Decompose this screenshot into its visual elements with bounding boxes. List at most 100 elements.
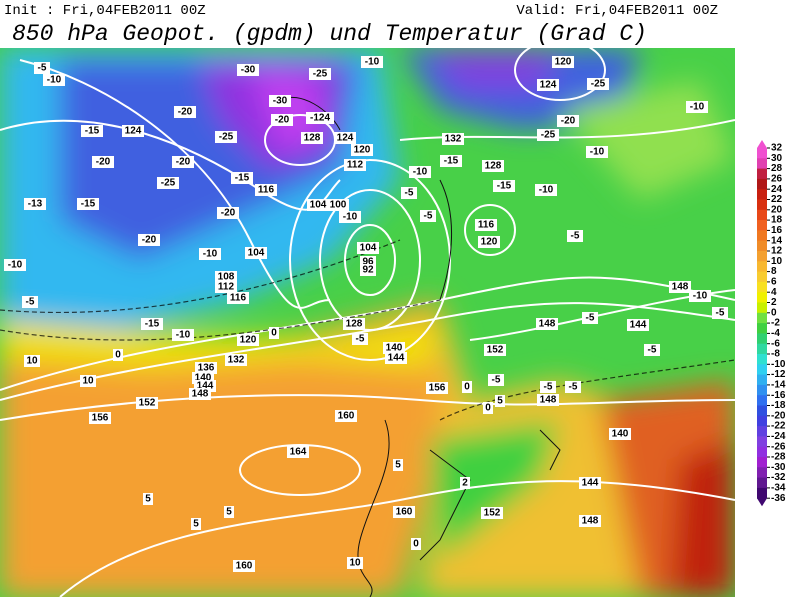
colorbar-tick-label: 6 — [771, 277, 777, 288]
contour-label: 120 — [240, 335, 257, 346]
contour-label: -15 — [85, 126, 100, 137]
label-box — [334, 132, 356, 144]
label-box — [138, 234, 160, 246]
colorbar-tick-label: -34 — [771, 483, 786, 494]
colorbar-tick-label: 14 — [771, 235, 783, 246]
contour-label: -10 — [413, 167, 428, 178]
label-box — [92, 156, 114, 168]
colorbar-tick-label: -26 — [771, 441, 786, 452]
colorbar-tick-label: 30 — [771, 153, 783, 164]
color-cap-top — [757, 140, 767, 148]
colorbar-tick-label: 2 — [771, 297, 777, 308]
colorbar-tick-label: -22 — [771, 421, 786, 432]
label-box — [669, 281, 691, 293]
contour-label: 116 — [258, 185, 275, 196]
label-box — [215, 271, 237, 283]
label-box — [307, 199, 329, 211]
contour-label: -20 — [178, 107, 193, 118]
label-box — [540, 381, 556, 393]
label-box — [420, 210, 436, 222]
contour-label: 160 — [236, 561, 253, 572]
color-segment — [757, 189, 767, 200]
label-box — [227, 292, 249, 304]
color-segment — [757, 343, 767, 355]
label-box — [689, 290, 711, 302]
contour-label: 128 — [346, 319, 363, 330]
contour-label: 136 — [198, 363, 215, 374]
contour-label: 128 — [304, 133, 321, 144]
label-box — [287, 446, 309, 458]
color-segment — [757, 178, 767, 190]
contour-label: 160 — [338, 411, 355, 422]
contour-label: 152 — [139, 398, 156, 409]
label-box — [343, 318, 365, 330]
label-box — [712, 307, 728, 319]
label-box — [89, 412, 111, 424]
contour-label: -25 — [161, 178, 176, 189]
init-time: Init : Fri,04FEB2011 00Z — [4, 3, 206, 19]
label-box — [426, 382, 448, 394]
contour-label: 104 — [310, 200, 327, 211]
label-box — [535, 184, 557, 196]
contour-label: 124 — [125, 126, 142, 137]
contour-label: -5 — [544, 382, 553, 393]
contour-label: -10 — [590, 147, 605, 158]
color-segment — [757, 230, 767, 242]
color-segment — [757, 426, 767, 437]
label-box — [335, 410, 357, 422]
label-box — [587, 78, 609, 90]
colorbar-tick-label: 12 — [771, 246, 783, 257]
contour-label: -15 — [235, 173, 250, 184]
label-box — [478, 236, 500, 248]
color-segment — [757, 148, 767, 159]
contour-label: -5 — [38, 63, 47, 74]
colorbar-tick-label: -18 — [771, 400, 786, 411]
label-box — [409, 166, 431, 178]
contour-label: -25 — [591, 79, 606, 90]
contour-label: 10 — [26, 356, 38, 367]
label-box — [306, 112, 334, 124]
label-box — [327, 199, 349, 211]
contour-label: -10 — [693, 291, 708, 302]
label-box — [245, 247, 267, 259]
contour-label: 148 — [192, 389, 209, 400]
label-box — [401, 187, 417, 199]
label-box — [483, 402, 493, 414]
label-box — [609, 428, 631, 440]
contour-label: -5 — [424, 211, 433, 222]
label-box — [189, 388, 211, 400]
colorbar-tick-label: 8 — [771, 266, 777, 277]
label-box — [174, 106, 196, 118]
contour-label: -25 — [541, 130, 556, 141]
label-box — [557, 115, 579, 127]
label-box — [22, 296, 38, 308]
label-box — [271, 114, 293, 126]
contour-label: 144 — [388, 353, 405, 364]
contour-label: -5 — [26, 297, 35, 308]
color-segment — [757, 374, 767, 386]
color-segment — [757, 158, 767, 170]
label-box — [141, 318, 163, 330]
label-box — [301, 132, 323, 144]
contour-label: -20 — [176, 157, 191, 168]
label-box — [195, 362, 217, 374]
color-segment — [757, 220, 767, 231]
label-box — [157, 177, 179, 189]
contour-label: 0 — [485, 403, 491, 414]
label-box — [231, 172, 253, 184]
label-box — [361, 56, 383, 68]
colorbar-tick-label: 28 — [771, 163, 783, 174]
contour-label: -5 — [571, 231, 580, 242]
label-box — [536, 318, 558, 330]
contour-label: -5 — [716, 308, 725, 319]
colorbar-tick-label: -4 — [771, 328, 780, 339]
contour-label: 0 — [413, 539, 419, 550]
colorbar-tick-label: -6 — [771, 338, 780, 349]
contour-label: 144 — [197, 381, 214, 392]
contour-label: 120 — [555, 57, 572, 68]
label-box — [215, 281, 237, 293]
contour-label: -30 — [241, 65, 256, 76]
contour-label: -5 — [586, 313, 595, 324]
label-box — [586, 146, 608, 158]
color-segment — [757, 323, 767, 334]
